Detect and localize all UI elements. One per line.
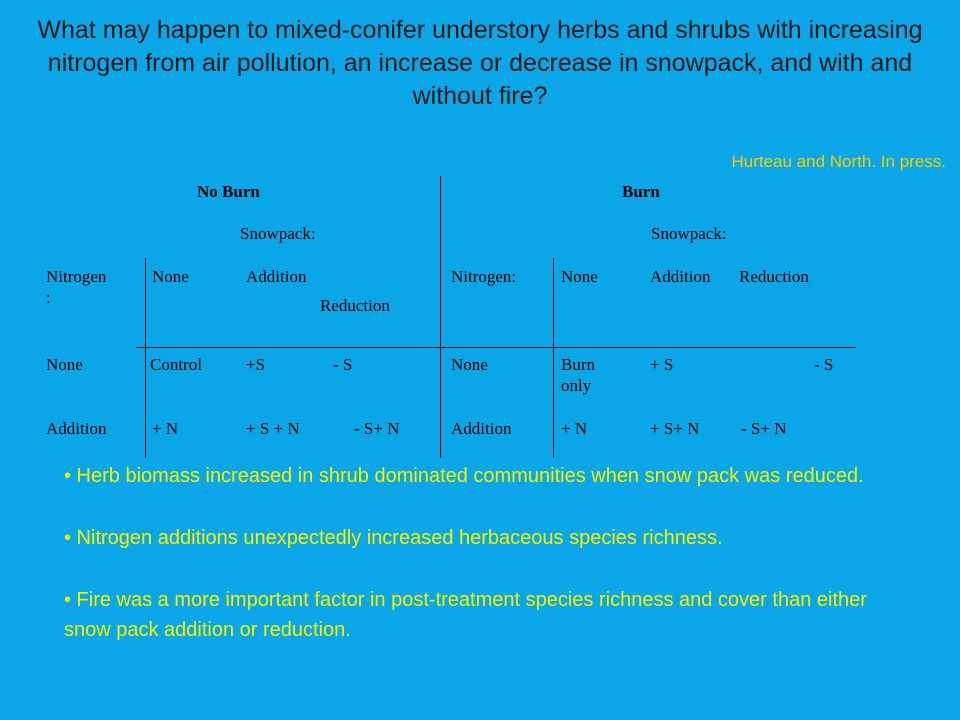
no-burn-row-none-addition: +S (246, 355, 266, 374)
no-burn-row-addition-addition: + S + N (246, 419, 300, 438)
finding-bullet-3: • Fire was a more important factor in po… (64, 589, 867, 641)
no-burn-header-none: None (152, 267, 189, 286)
no-burn-row-none-reduction: - S (333, 355, 353, 374)
no-burn-row-addition-none: + N (152, 419, 179, 438)
burn-snowpack-label: Snowpack: (651, 224, 727, 243)
burn-header-nitrogen: Nitrogen: (451, 267, 517, 286)
no-burn-header-nitrogen: Nitrogen : (46, 267, 107, 307)
burn-row-addition-reduction: - S+ N (741, 419, 787, 438)
burn-header-addition: Addition (650, 267, 711, 286)
no-burn-row-addition-reduction: - S+ N (354, 419, 400, 438)
burn-heading: Burn (622, 182, 660, 201)
burn-row-none-reduction: - S (814, 355, 834, 374)
no-burn-snowpack-label: Snowpack: (240, 224, 316, 243)
table-rule (136, 347, 856, 348)
slide-title: What may happen to mixed-conifer underst… (37, 16, 923, 110)
no-burn-header-reduction: Reduction (320, 296, 390, 315)
finding-bullet-2: • Nitrogen additions unexpectedly increa… (64, 527, 723, 549)
no-burn-row-none-none: Control (150, 355, 202, 374)
no-burn-row-none-label: None (46, 355, 83, 374)
burn-row-none-addition: + S (650, 355, 674, 374)
burn-row-none-label: None (451, 355, 488, 374)
no-burn-header-addition: Addition (246, 267, 307, 286)
burn-header-none: None (561, 267, 598, 286)
no-burn-row-addition-label: Addition (46, 419, 107, 438)
findings-list: • Herb biomass increased in shrub domina… (64, 461, 904, 677)
burn-row-addition-addition: + S+ N (650, 419, 700, 438)
burn-row-addition-none: + N (561, 419, 588, 438)
treatment-table: No Burn Snowpack: Nitrogen : None Additi… (46, 176, 856, 458)
burn-header-reduction: Reduction (739, 267, 809, 286)
table-divider-center (440, 176, 441, 458)
burn-row-addition-label: Addition (451, 419, 512, 438)
table-divider-right-rows (553, 258, 554, 458)
no-burn-heading: No Burn (197, 182, 260, 201)
burn-row-none-none: Burn only (561, 355, 595, 395)
finding-bullet-1: • Herb biomass increased in shrub domina… (64, 465, 864, 487)
citation: Hurteau and North. In press. (731, 152, 946, 171)
table-divider-left-rows (145, 258, 146, 458)
